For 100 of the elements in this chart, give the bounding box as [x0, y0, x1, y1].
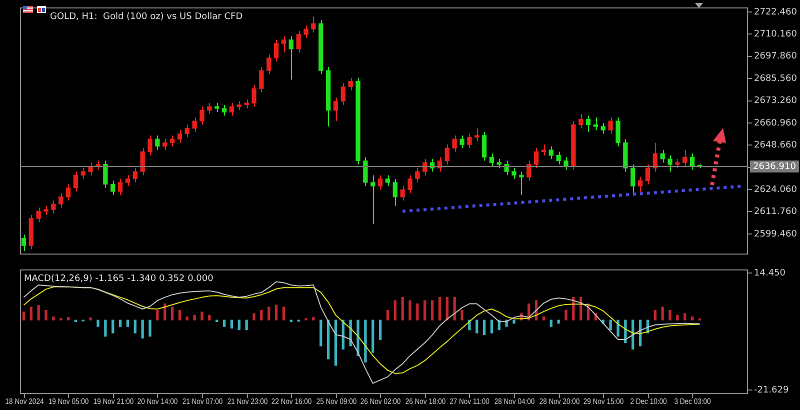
bar: [112, 320, 114, 334]
candlestick: [534, 148, 539, 168]
bar: [438, 296, 442, 320]
candlestick: [36, 207, 41, 223]
bar: [156, 310, 159, 320]
candlestick: [675, 158, 680, 168]
candlestick: [304, 24, 308, 39]
candlestick: [593, 116, 598, 131]
candlestick: [281, 36, 286, 54]
candlestick: [682, 149, 688, 167]
x-tick-label: 27 Nov 11:00: [450, 396, 490, 406]
candlestick: [541, 144, 546, 156]
bar: [37, 305, 40, 320]
bar: [550, 320, 552, 327]
candlestick: [608, 116, 613, 134]
candlestick: [288, 36, 294, 80]
bar: [268, 306, 270, 320]
bar: [364, 320, 367, 363]
x-tick-label: 26 Nov 18:00: [405, 396, 446, 406]
candlestick: [489, 153, 494, 167]
candlestick: [660, 149, 665, 164]
candlestick: [333, 97, 338, 122]
candlestick: [214, 102, 220, 113]
bar: [320, 320, 322, 346]
x-tick-label: 20 Nov 14:00: [137, 396, 178, 406]
candlestick: [132, 167, 138, 183]
candlestick: [496, 158, 502, 168]
candlestick: [526, 160, 532, 182]
candlestick: [252, 84, 256, 108]
bar: [208, 314, 211, 320]
bar: [30, 306, 32, 320]
candlestick: [340, 82, 346, 106]
candlestick: [348, 77, 353, 91]
candlestick: [690, 153, 695, 170]
y-tick-label: 2660.960: [754, 118, 798, 128]
bar: [542, 316, 546, 320]
candlestick: [51, 200, 56, 214]
y-tick-label: 14.450: [754, 268, 786, 278]
candlestick: [578, 113, 584, 129]
candlestick: [58, 192, 64, 208]
candlestick: [148, 135, 152, 156]
y-tick-label: 2710.160: [754, 30, 798, 40]
candlestick: [668, 154, 672, 172]
candlestick: [512, 167, 516, 180]
candlestick: [140, 148, 145, 176]
bar: [386, 310, 390, 320]
text: MACD(12,26,9) -1.165 -1.340 0.352 0.000: [24, 274, 214, 284]
bar: [186, 316, 188, 320]
bar: [238, 320, 240, 330]
x-tick-label: 19 Nov 05:00: [48, 396, 89, 406]
text: GOLD, H1: Gold (100 oz) vs US Dollar CFD: [50, 12, 243, 22]
candlestick: [519, 171, 524, 196]
candlestick: [645, 164, 650, 185]
bar: [245, 320, 248, 330]
bar: [66, 317, 70, 320]
candlestick: [564, 156, 568, 170]
bar: [684, 313, 686, 320]
candlestick: [630, 164, 636, 194]
y-tick-label: 2697.860: [754, 52, 798, 62]
bar: [394, 300, 396, 320]
candlestick: [474, 128, 480, 142]
candlestick: [200, 106, 204, 126]
bar: [118, 320, 122, 327]
candlestick: [118, 178, 123, 196]
bar: [512, 320, 516, 324]
candlestick: [460, 135, 464, 149]
bar: [52, 316, 55, 320]
y-tick-label: -21.629: [754, 386, 790, 396]
candlestick: [207, 102, 212, 114]
bar: [326, 320, 330, 360]
x-tick-label: 3 Dec 03:00: [674, 396, 711, 406]
candlestick: [408, 174, 412, 194]
candlestick: [548, 146, 554, 160]
y-tick-label: 2685.560: [754, 74, 798, 84]
x-tick-label: 28 Nov 20:00: [539, 396, 580, 406]
bar: [96, 320, 100, 327]
candlestick: [415, 167, 420, 183]
candlestick: [66, 184, 71, 201]
bar: [482, 320, 486, 335]
candlestick: [21, 234, 26, 252]
candlestick: [296, 30, 301, 54]
bar: [193, 314, 196, 320]
bar: [690, 316, 694, 320]
candlestick: [556, 151, 561, 165]
bar: [282, 306, 286, 320]
bar: [260, 310, 263, 320]
candlestick: [444, 144, 450, 165]
y-tick-label: 2673.260: [754, 96, 798, 106]
bar: [126, 320, 130, 327]
candlestick: [80, 167, 86, 180]
bar: [252, 313, 256, 320]
candlestick: [370, 174, 376, 224]
candlestick: [363, 156, 368, 187]
ref-line-label: 2636.910: [753, 162, 796, 172]
candlestick: [467, 133, 472, 149]
candlestick: [266, 54, 272, 75]
bar: [230, 320, 234, 328]
bar: [334, 320, 338, 366]
bar: [408, 300, 412, 320]
bar: [430, 300, 434, 320]
